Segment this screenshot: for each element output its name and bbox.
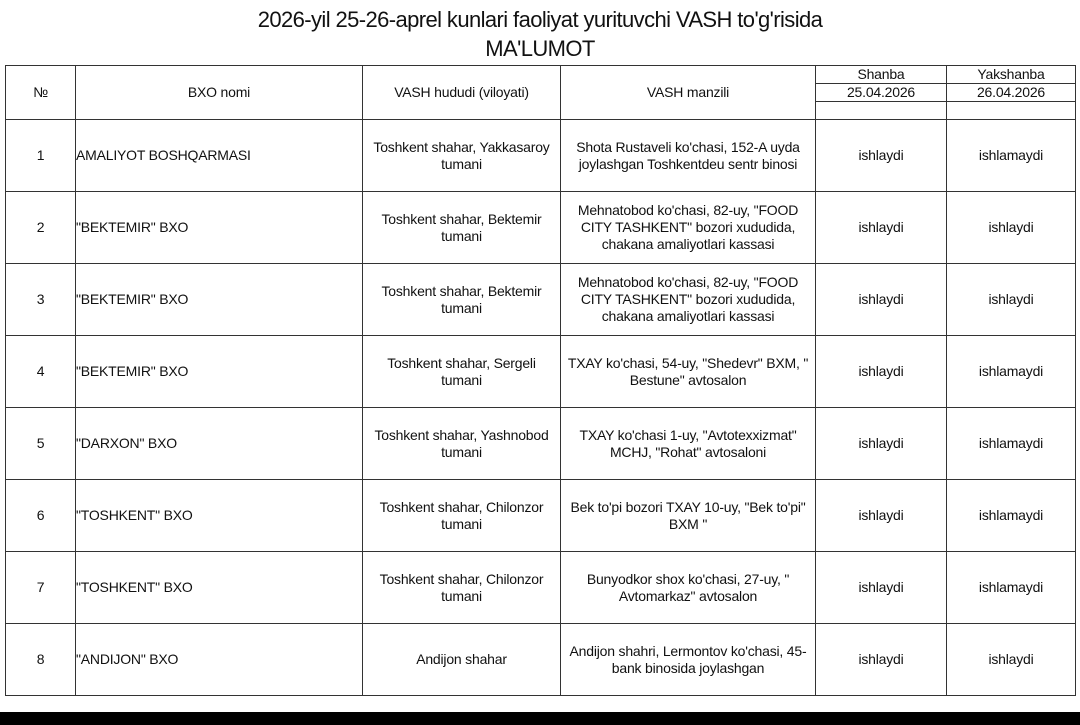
header-date2: 26.04.2026 — [946, 83, 1076, 102]
branch-address: Mehnatobod ko'chasi, 82-uy, "FOOD CITY T… — [560, 191, 816, 264]
table-row: 1 AMALIYOT BOSHQARMASI Toshkent shahar, Ya… — [5, 119, 1076, 192]
saturday-status: ishlaydi — [815, 119, 947, 192]
sunday-status: ishlaydi — [946, 263, 1076, 336]
header-no: № — [5, 65, 76, 120]
table-row: 5 "DARXON" BXO Toshkent shahar, Yashnobod … — [5, 407, 1076, 480]
row-number: 8 — [5, 623, 76, 696]
saturday-status: ishlaydi — [815, 623, 947, 696]
table-row: 3 "BEKTEMIR" BXO Toshkent shahar, Bektemir… — [5, 263, 1076, 336]
row-number: 5 — [5, 407, 76, 480]
document-subtitle: MA'LUMOT — [485, 36, 595, 61]
sunday-status: ishlaydi — [946, 623, 1076, 696]
branch-name: "DARXON" BXO — [75, 407, 363, 480]
branch-region: Toshkent shahar, Yashnobod tumani — [362, 407, 561, 480]
header-address: VASH manzili — [560, 65, 816, 120]
branch-region: Toshkent shahar, Yakkasaroy tumani — [362, 119, 561, 192]
header-date1: 25.04.2026 — [815, 83, 947, 102]
table-row: 2 "BEKTEMIR" BXO Toshkent shahar, Bektemir… — [5, 191, 1076, 264]
branches-table: № BXO nomi VASH hududi (viloyati) VASH m… — [5, 65, 1076, 696]
header-blank1 — [815, 101, 947, 120]
table-row: 4 "BEKTEMIR" BXO Toshkent shahar, Sergeli … — [5, 335, 1076, 408]
header-day2: Yakshanba — [946, 65, 1076, 84]
document-title: 2026-yil 25-26-aprel kunlari faoliyat yu… — [257, 7, 823, 32]
branch-region: Toshkent shahar, Sergeli tumani — [362, 335, 561, 408]
branch-name: "ANDIJON" BXO — [75, 623, 363, 696]
table-row: 8 "ANDIJON" BXO Andijon shahar Andijon shah… — [5, 623, 1076, 696]
branch-name: "TOSHKENT" BXO — [75, 479, 363, 552]
saturday-status: ishlaydi — [815, 263, 947, 336]
row-number: 4 — [5, 335, 76, 408]
branch-address: TXAY ko'chasi, 54-uy, "Shedevr" BXM, " B… — [560, 335, 816, 408]
sunday-status: ishlamaydi — [946, 407, 1076, 480]
branch-address: Shota Rustaveli ko'chasi, 152-A uyda joy… — [560, 119, 816, 192]
header-name: BXO nomi — [75, 65, 363, 120]
branch-address: Mehnatobod ko'chasi, 82-uy, "FOOD CITY T… — [560, 263, 816, 336]
branch-name: "BEKTEMIR" BXO — [75, 263, 363, 336]
branch-region: Andijon shahar — [362, 623, 561, 696]
branch-address: TXAY ko'chasi 1-uy, "Avtotexxizmat" MCHJ… — [560, 407, 816, 480]
header-region: VASH hududi (viloyati) — [362, 65, 561, 120]
header-day1: Shanba — [815, 65, 947, 84]
row-number: 7 — [5, 551, 76, 624]
saturday-status: ishlaydi — [815, 191, 947, 264]
row-number: 6 — [5, 479, 76, 552]
header-blank2 — [946, 101, 1076, 120]
branch-region: Toshkent shahar, Chilonzor tumani — [362, 479, 561, 552]
branch-region: Toshkent shahar, Bektemir tumani — [362, 191, 561, 264]
branch-address: Bek to'pi bozori TXAY 10-uy, "Bek to'pi"… — [560, 479, 816, 552]
saturday-status: ishlaydi — [815, 479, 947, 552]
row-number: 3 — [5, 263, 76, 336]
branch-region: Toshkent shahar, Bektemir tumani — [362, 263, 561, 336]
sunday-status: ishlamaydi — [946, 479, 1076, 552]
row-number: 2 — [5, 191, 76, 264]
row-number: 1 — [5, 119, 76, 192]
branch-address: Andijon shahri, Lermontov ko'chasi, 45-b… — [560, 623, 816, 696]
saturday-status: ishlaydi — [815, 551, 947, 624]
sunday-status: ishlamaydi — [946, 335, 1076, 408]
branch-address: Bunyodkor shox ko'chasi, 27-uy, " Avtoma… — [560, 551, 816, 624]
table-row: 6 "TOSHKENT" BXO Toshkent shahar, Chilonzo… — [5, 479, 1076, 552]
branch-name: "BEKTEMIR" BXO — [75, 191, 363, 264]
sunday-status: ishlamaydi — [946, 119, 1076, 192]
sunday-status: ishlaydi — [946, 191, 1076, 264]
branch-name: AMALIYOT BOSHQARMASI — [75, 119, 363, 192]
saturday-status: ishlaydi — [815, 335, 947, 408]
bottom-bar — [0, 712, 1080, 725]
saturday-status: ishlaydi — [815, 407, 947, 480]
branch-region: Toshkent shahar, Chilonzor tumani — [362, 551, 561, 624]
branch-name: "TOSHKENT" BXO — [75, 551, 363, 624]
table-row: 7 "TOSHKENT" BXO Toshkent shahar, Chilonzo… — [5, 551, 1076, 624]
branch-name: "BEKTEMIR" BXO — [75, 335, 363, 408]
sunday-status: ishlamaydi — [946, 551, 1076, 624]
